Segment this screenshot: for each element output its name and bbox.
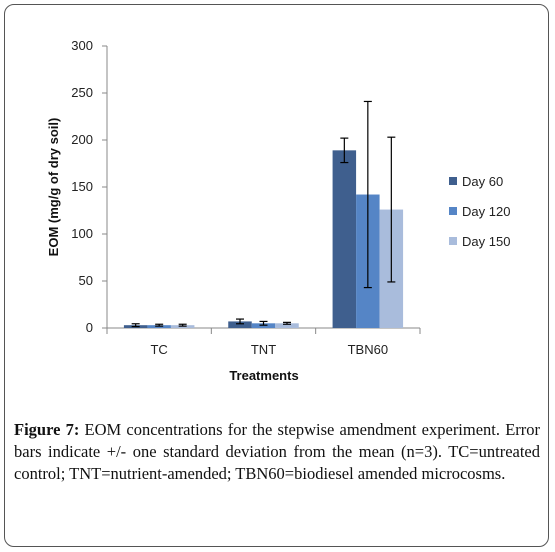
- legend-label: Day 150: [462, 234, 510, 249]
- chart-bars: [123, 100, 404, 328]
- caption-text: EOM concentrations for the stepwise amen…: [14, 420, 541, 483]
- y-tick-label: 50: [79, 273, 93, 288]
- y-tick-label: 100: [71, 226, 93, 241]
- chart-legend: Day 60 Day 120 Day 150: [449, 174, 510, 249]
- x-tick-label: TC: [150, 342, 167, 357]
- y-tick-label: 300: [71, 38, 93, 53]
- bar: [332, 150, 357, 328]
- y-axis-title: EOM (mg/g of dry soil): [46, 118, 61, 257]
- legend-swatch: [449, 237, 457, 245]
- y-tick-label: 250: [71, 85, 93, 100]
- legend-label: Day 60: [462, 174, 503, 189]
- y-tick-label: 150: [71, 179, 93, 194]
- caption-label: Figure 7:: [14, 420, 80, 439]
- y-tick-label: 0: [86, 320, 93, 335]
- x-tick-label: TNT: [251, 342, 276, 357]
- figure-frame: [4, 4, 549, 547]
- x-axis-title: Treatments: [229, 368, 298, 383]
- bar: [275, 323, 299, 328]
- bar-chart: 0 50 100 150 200 250 300 TC TNT TBN60 Day 60 Day 1…: [46, 38, 510, 383]
- legend-label: Day 120: [462, 204, 510, 219]
- bar: [228, 321, 252, 328]
- y-tick-label: 200: [71, 132, 93, 147]
- legend-swatch: [449, 177, 457, 185]
- legend-swatch: [449, 207, 457, 215]
- x-tick-label: TBN60: [348, 342, 388, 357]
- figure-caption: Figure 7: EOM concentrations for the ste…: [14, 419, 540, 485]
